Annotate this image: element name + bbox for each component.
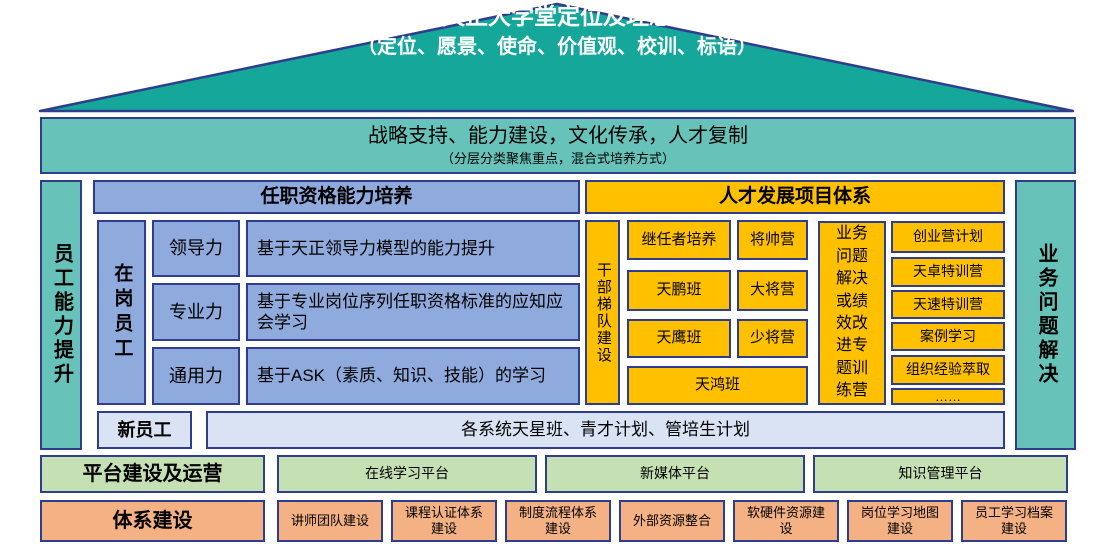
strategy-banner-subtitle: （分层分类聚焦重点，混合式培养方式）	[440, 150, 675, 166]
platform-online-learning: 在线学习平台	[277, 455, 537, 493]
new-employee-desc: 各系统天星班、青才计划、管培生计划	[206, 411, 1005, 449]
right-item-ellipsis: ……	[891, 388, 1005, 405]
right-item-tianzhuo-camp: 天卓特训营	[891, 257, 1005, 287]
system-external-resources: 外部资源整合	[619, 500, 725, 542]
right-item-tiansu-camp: 天速特训营	[891, 290, 1005, 319]
roof-shape	[38, 2, 1075, 113]
grid-successor-training: 继任者培养	[627, 220, 731, 260]
platform-new-media: 新媒体平台	[545, 455, 805, 493]
row-leadership-label: 领导力	[152, 220, 240, 277]
right-item-startup-camp: 创业营计划	[891, 221, 1005, 253]
row-general-desc: 基于ASK（素质、知识、技能）的学习	[246, 347, 580, 405]
system-lecturer-team: 讲师团队建设	[277, 500, 383, 542]
roof-subtitle: （定位、愿景、使命、价值观、校训、标语）	[357, 36, 757, 59]
row-professional-desc: 基于专业岗位序列任职资格标准的应知应会学习	[246, 283, 580, 341]
system-row-label: 体系建设	[40, 500, 265, 542]
qualification-header: 任职资格能力培养	[93, 180, 580, 214]
new-employee-label: 新员工	[97, 411, 192, 449]
performance-camp-label: 业务问题解决或绩效改进专题训练营	[818, 221, 886, 405]
cadre-ladder-label: 干部梯队建设	[585, 220, 620, 405]
talent-header: 人才发展项目体系	[585, 180, 1005, 214]
grid-tianhong-class: 天鸿班	[627, 366, 808, 405]
right-item-case-study: 案例学习	[891, 322, 1005, 351]
roof-title: 天正大学堂定位及理念	[442, 3, 672, 29]
grid-dajiang-camp: 大将营	[737, 270, 808, 311]
system-course-certification: 课程认证体系建设	[391, 500, 497, 542]
system-hardware-software: 软硬件资源建设	[733, 500, 839, 542]
row-leadership-desc: 基于天正领导力模型的能力提升	[246, 220, 580, 277]
roof-text: 天正大学堂定位及理念 （定位、愿景、使命、价值观、校训、标语）	[0, 0, 1114, 62]
row-general-label: 通用力	[152, 347, 240, 405]
on-job-employee-label: 在岗员工	[97, 220, 146, 405]
strategy-banner: 战略支持、能力建设，文化传承，人才复制 （分层分类聚焦重点，混合式培养方式）	[40, 117, 1076, 174]
right-item-org-experience: 组织经验萃取	[891, 355, 1005, 385]
grid-tianpeng-class: 天鹏班	[627, 270, 731, 311]
grid-tianying-class: 天鹰班	[627, 319, 731, 358]
grid-jiangshuai-camp: 将帅营	[737, 220, 808, 260]
system-learning-map: 岗位学习地图建设	[847, 500, 953, 542]
system-learning-archive: 员工学习档案建设	[961, 500, 1067, 542]
platform-row-label: 平台建设及运营	[40, 455, 265, 493]
strategy-banner-title: 战略支持、能力建设，文化传承，人才复制	[368, 124, 748, 147]
row-professional-label: 专业力	[152, 283, 240, 341]
left-bar-employee-capability: 员工能力提升	[40, 180, 82, 450]
right-bar-business-problem: 业务问题解决	[1015, 180, 1076, 450]
system-process-system: 制度流程体系建设	[505, 500, 611, 542]
grid-shaojiang-camp: 少将营	[737, 319, 808, 358]
platform-knowledge-mgmt: 知识管理平台	[813, 455, 1068, 493]
